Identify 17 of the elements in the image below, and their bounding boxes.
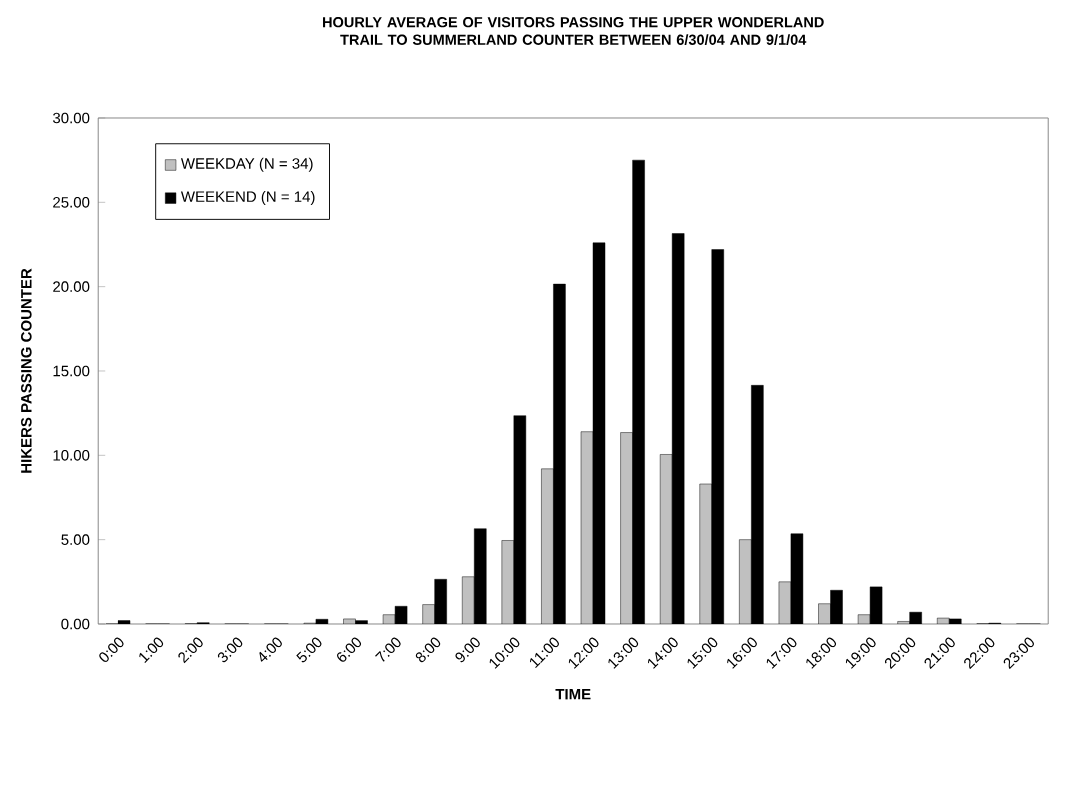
x-tick-label: 4:00 bbox=[259, 637, 282, 662]
x-tick-label: 0:00 bbox=[99, 637, 124, 662]
y-tick-label: 0.00 bbox=[61, 618, 90, 630]
y-axis-title: HIKERS PASSING COUNTER bbox=[21, 268, 32, 473]
x-tick-label: 7:00 bbox=[375, 637, 401, 662]
y-tick-label: 10.00 bbox=[53, 450, 90, 461]
legend-label: WEEKEND (N = 14) bbox=[180, 190, 315, 205]
y-tick-label: 25.00 bbox=[53, 197, 90, 208]
x-tick-label: 3:00 bbox=[217, 637, 243, 663]
x-tick-label: 6:00 bbox=[337, 637, 362, 662]
x-axis-title: TIME bbox=[555, 689, 591, 700]
y-tick-label: 15.00 bbox=[53, 365, 90, 377]
y-tick-label: 30.00 bbox=[53, 112, 90, 124]
y-tick-label: 20.00 bbox=[53, 281, 90, 292]
legend-label: WEEKDAY (N = 34) bbox=[180, 157, 313, 172]
y-tick-label: 5.00 bbox=[61, 534, 90, 545]
chart-title: HOURLY AVERAGE OF VISITORS PASSING THE UPPER WONDERLAND TRAIL TO SUMMERLAND COUNTER BETWEEN 6/30/04 AND 9/1/04 bbox=[323, 17, 824, 46]
